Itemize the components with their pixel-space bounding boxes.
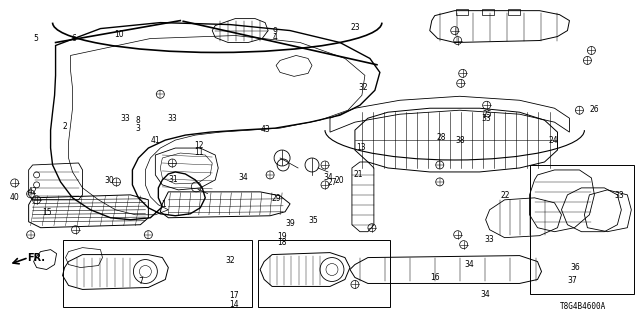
Text: 13: 13	[356, 143, 366, 152]
Text: 28: 28	[436, 133, 446, 142]
Text: 33: 33	[614, 191, 624, 200]
Text: 36: 36	[571, 263, 580, 272]
Text: 3: 3	[136, 124, 140, 132]
Text: 6: 6	[72, 34, 77, 43]
Text: 16: 16	[430, 273, 440, 282]
Text: 23: 23	[350, 23, 360, 32]
Text: 4: 4	[273, 33, 278, 42]
FancyArrowPatch shape	[198, 189, 208, 194]
Text: T8G4B4600A: T8G4B4600A	[559, 302, 605, 311]
Text: 2: 2	[62, 122, 67, 131]
Text: 43: 43	[261, 125, 271, 134]
Text: 29: 29	[272, 194, 282, 203]
Text: 14: 14	[229, 300, 239, 309]
Text: 10: 10	[114, 30, 124, 39]
Text: 33: 33	[484, 235, 495, 244]
Text: 30: 30	[104, 176, 114, 185]
Text: 33: 33	[482, 114, 492, 123]
Text: 11: 11	[194, 148, 204, 156]
Text: 33: 33	[120, 114, 130, 123]
Text: 19: 19	[277, 232, 287, 241]
Text: 8: 8	[136, 116, 140, 125]
Bar	[529, 165, 634, 294]
Text: 41: 41	[151, 136, 161, 145]
Text: 34: 34	[465, 260, 474, 269]
Text: 37: 37	[568, 276, 577, 285]
Text: 26: 26	[590, 105, 600, 114]
Text: 40: 40	[10, 193, 20, 202]
Text: 18: 18	[277, 238, 287, 247]
Bar	[258, 240, 390, 307]
Text: FR.: FR.	[27, 252, 45, 263]
Text: 24: 24	[548, 136, 558, 145]
Text: 31: 31	[168, 175, 178, 184]
Text: 25: 25	[483, 110, 492, 119]
Text: 9: 9	[273, 28, 278, 36]
Text: 34: 34	[323, 173, 333, 182]
Text: 34: 34	[239, 173, 248, 182]
Text: 42: 42	[28, 188, 37, 196]
Text: 20: 20	[334, 176, 344, 185]
Text: 32: 32	[358, 83, 368, 92]
Text: 34: 34	[481, 290, 490, 299]
Text: 7: 7	[139, 276, 143, 285]
Text: 32: 32	[226, 256, 236, 265]
Text: 15: 15	[42, 208, 51, 217]
Text: 12: 12	[194, 141, 204, 150]
Text: 33: 33	[168, 114, 177, 123]
Text: 27: 27	[328, 178, 337, 187]
Bar	[63, 240, 252, 307]
Text: 1: 1	[161, 200, 166, 209]
Text: 5: 5	[33, 34, 38, 43]
Text: 22: 22	[500, 190, 510, 200]
Text: 38: 38	[456, 136, 465, 145]
Text: 17: 17	[229, 291, 239, 300]
Text: 39: 39	[285, 219, 295, 228]
Text: 21: 21	[353, 170, 363, 179]
Text: 35: 35	[308, 216, 319, 225]
